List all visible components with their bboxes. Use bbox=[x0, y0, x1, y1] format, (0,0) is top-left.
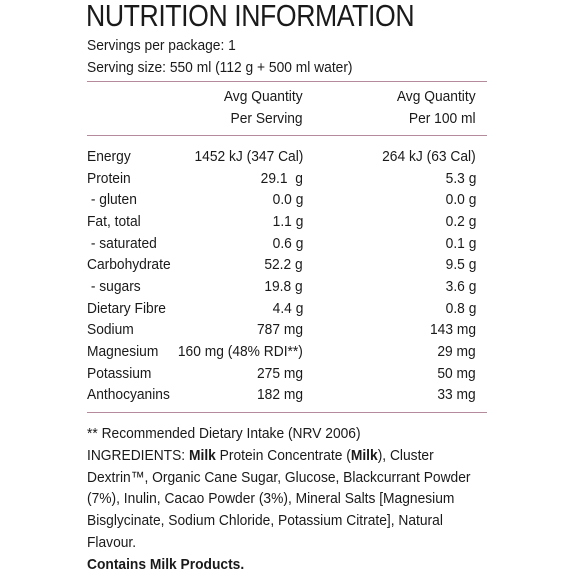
per-100ml-value: 264 kJ (63 Cal) bbox=[382, 148, 476, 165]
per-serving-value: 1.1 g bbox=[272, 212, 303, 230]
per-100ml-value: 29 mg bbox=[437, 342, 476, 360]
per-serving-value: 787 mg bbox=[256, 321, 303, 339]
per-100ml-value: 0.1 g bbox=[445, 234, 476, 252]
ingredients-milk-1: Milk bbox=[188, 446, 216, 464]
header-per-serving-line2: Per Serving bbox=[230, 110, 303, 127]
table-row: Sodium 787 mg 143 mg bbox=[0, 319, 572, 341]
per-100ml-value: 9.5 g bbox=[445, 256, 476, 274]
nutrient-label: Carbohydrate bbox=[87, 256, 171, 274]
table-row: - sugars 19.8 g 3.6 g bbox=[0, 276, 572, 298]
ingredients: INGREDIENTS: Milk Protein Concentrate (M… bbox=[87, 445, 473, 554]
ingredients-part-2: ), Cluster Dextrin™, Organic Cane Sugar,… bbox=[87, 446, 471, 551]
nutrient-label: Dietary Fibre bbox=[87, 299, 166, 317]
table-row: Dietary Fibre 4.4 g 0.8 g bbox=[0, 298, 572, 320]
header-per-100ml-line2: Per 100 ml bbox=[409, 110, 476, 127]
per-serving-value: 52.2 g bbox=[264, 256, 303, 274]
footer: ** Recommended Dietary Intake (NRV 2006)… bbox=[87, 423, 473, 576]
allergen-statement: Contains Milk Products. bbox=[87, 555, 245, 573]
serving-size: Serving size: 550 ml (112 g + 500 ml wat… bbox=[87, 59, 353, 76]
divider-top bbox=[87, 81, 487, 82]
header-per-100ml-line1: Avg Quantity bbox=[397, 88, 476, 105]
per-100ml-value: 3.6 g bbox=[445, 277, 476, 295]
per-serving-value: 29.1 g bbox=[260, 169, 303, 187]
nutrient-label: - sugars bbox=[87, 277, 141, 295]
per-100ml-value: 5.3 g bbox=[445, 169, 476, 187]
nutrient-label: Anthocyanins bbox=[87, 386, 170, 404]
nutrient-label: Energy bbox=[87, 148, 131, 165]
table-row: Potassium 275 mg 50 mg bbox=[0, 363, 572, 385]
per-100ml-value: 50 mg bbox=[437, 364, 476, 382]
table-row: Protein 29.1 g 5.3 g bbox=[0, 168, 572, 190]
per-100ml-value: 0.8 g bbox=[445, 299, 476, 317]
table-row: Fat, total 1.1 g 0.2 g bbox=[0, 211, 572, 233]
header-per-serving: Avg Quantity Per Serving bbox=[224, 86, 303, 130]
per-100ml-value: 0.2 g bbox=[445, 212, 476, 230]
table-row: Magnesium 160 mg (48% RDI**) 29 mg bbox=[0, 341, 572, 363]
nutrient-label: Sodium bbox=[87, 321, 134, 339]
nutrient-label: - gluten bbox=[87, 191, 137, 209]
table-row: - gluten 0.0 g 0.0 g bbox=[0, 189, 572, 211]
divider-header bbox=[87, 135, 487, 136]
ingredients-part-1: Protein Concentrate ( bbox=[215, 446, 351, 464]
per-serving-value: 182 mg bbox=[256, 386, 303, 404]
servings-per-package: Servings per package: 1 bbox=[87, 37, 236, 54]
per-serving-value: 1452 kJ (347 Cal) bbox=[194, 148, 303, 165]
header-per-serving-line1: Avg Quantity bbox=[224, 88, 303, 105]
per-100ml-value: 0.0 g bbox=[445, 191, 476, 209]
per-serving-value: 275 mg bbox=[256, 364, 303, 382]
divider-bottom bbox=[87, 412, 487, 413]
nutrient-label: Magnesium bbox=[87, 342, 159, 360]
per-serving-value: 19.8 g bbox=[264, 277, 303, 295]
per-serving-value: 0.6 g bbox=[272, 234, 303, 252]
per-serving-value: 4.4 g bbox=[272, 299, 303, 317]
table-row: - saturated 0.6 g 0.1 g bbox=[0, 233, 572, 255]
per-100ml-value: 33 mg bbox=[437, 386, 476, 404]
table-row: Anthocyanins 182 mg 33 mg bbox=[0, 384, 572, 406]
nutrient-label: Potassium bbox=[87, 364, 152, 382]
header-per-100ml: Avg Quantity Per 100 ml bbox=[397, 86, 476, 130]
table-row: Carbohydrate 52.2 g 9.5 g bbox=[0, 254, 572, 276]
per-100ml-value: 143 mg bbox=[429, 321, 476, 339]
per-serving-value: 160 mg (48% RDI**) bbox=[177, 342, 303, 360]
ingredients-prefix: INGREDIENTS: bbox=[87, 446, 189, 464]
nutrient-label: - saturated bbox=[87, 234, 157, 252]
ingredients-milk-2: Milk bbox=[350, 446, 378, 464]
nutrient-label: Protein bbox=[87, 169, 131, 187]
page-title: NUTRITION INFORMATION bbox=[86, 0, 415, 33]
footnote: ** Recommended Dietary Intake (NRV 2006) bbox=[87, 425, 361, 442]
table-row: Energy 1452 kJ (347 Cal) 264 kJ (63 Cal) bbox=[0, 146, 572, 168]
per-serving-value: 0.0 g bbox=[272, 191, 303, 209]
nutrient-label: Fat, total bbox=[87, 212, 141, 230]
